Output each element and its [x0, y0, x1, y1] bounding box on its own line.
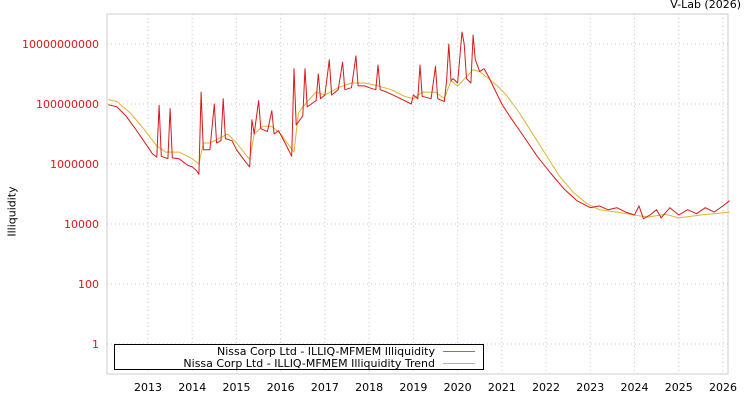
- plot-area: [106, 13, 729, 375]
- y-axis-ticks: 1 100 10000 1000000 100000000 10000000000: [22, 38, 99, 351]
- x-tick-label: 2025: [665, 381, 693, 394]
- line-swatch-icon: [443, 363, 475, 364]
- x-tick-label: 2019: [399, 381, 427, 394]
- gridlines: [107, 14, 728, 374]
- x-tick-label: 2020: [444, 381, 472, 394]
- legend: Nissa Corp Ltd - ILLIQ-MFMEM Illiquidity…: [114, 344, 484, 370]
- x-tick-label: 2021: [488, 381, 516, 394]
- x-tick-label: 2026: [709, 381, 737, 394]
- y-tick-label: 100000000: [36, 98, 99, 111]
- y-tick-label: 1000000: [50, 158, 99, 171]
- x-tick-label: 2023: [576, 381, 604, 394]
- y-tick-label: 1: [92, 338, 99, 351]
- x-tick-label: 2015: [222, 381, 250, 394]
- x-tick-label: 2018: [355, 381, 383, 394]
- line-swatch-icon: [443, 351, 475, 352]
- series-lines: [108, 31, 730, 220]
- y-tick-label: 10000: [64, 218, 99, 231]
- x-tick-label: 2022: [532, 381, 560, 394]
- legend-label: Nissa Corp Ltd - ILLIQ-MFMEM Illiquidity: [217, 345, 435, 358]
- illiquidity-trend-line: [108, 69, 730, 219]
- y-tick-label: 100: [78, 278, 99, 291]
- x-tick-label: 2013: [134, 381, 162, 394]
- x-tick-label: 2024: [621, 381, 649, 394]
- y-tick-label: 10000000000: [22, 38, 99, 51]
- legend-label: Nissa Corp Ltd - ILLIQ-MFMEM Illiquidity…: [183, 357, 435, 370]
- legend-item-illiquidity: Nissa Corp Ltd - ILLIQ-MFMEM Illiquidity: [217, 345, 475, 358]
- x-tick-label: 2016: [267, 381, 295, 394]
- illiquidity-line: [108, 31, 730, 220]
- x-axis-ticks: 2013 2014 2015 2016 2017 2018 2019 2020 2021 2022…: [134, 381, 737, 394]
- legend-item-trend: Nissa Corp Ltd - ILLIQ-MFMEM Illiquidity…: [183, 357, 475, 370]
- y-axis-label: Illiquidity: [5, 186, 19, 237]
- x-tick-label: 2017: [311, 381, 339, 394]
- credit-label: V-Lab (2026): [670, 0, 741, 11]
- x-tick-label: 2014: [178, 381, 206, 394]
